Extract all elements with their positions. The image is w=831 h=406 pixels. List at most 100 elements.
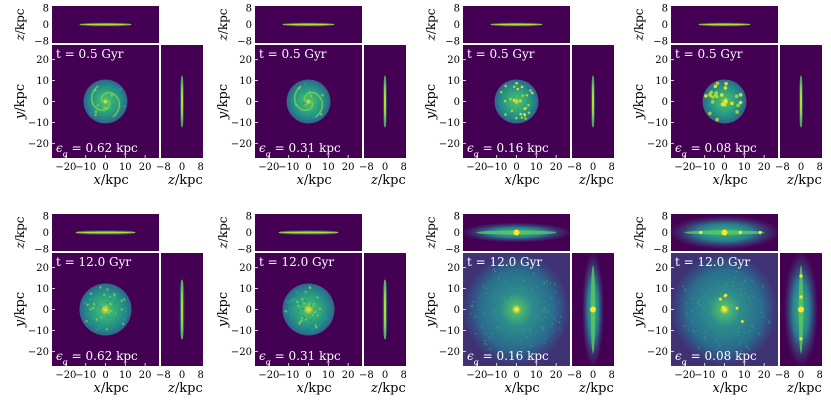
x-tick-label: −10 <box>75 162 96 173</box>
halo-speck <box>554 290 557 293</box>
halo-speck <box>708 279 711 281</box>
halo-speck <box>550 297 553 299</box>
disc-clump <box>296 300 299 304</box>
halo-speck <box>521 289 524 291</box>
softening-label: ϵg = 0.08 kpc <box>675 349 757 367</box>
halo-speck <box>536 315 539 318</box>
disc-clump <box>110 94 113 97</box>
halo-speck <box>501 350 503 352</box>
x-axis-label: x/kpc <box>297 381 332 396</box>
halo-speck <box>489 347 491 350</box>
halo-speck <box>510 296 512 299</box>
x-tick-label: 0 <box>305 162 311 173</box>
y-tick-label: 10 <box>655 284 668 295</box>
z-tick-label-h: 8 <box>608 370 614 381</box>
x-axis-label: x/kpc <box>94 381 129 396</box>
disc-clump <box>297 309 300 312</box>
x-tick-label: −20 <box>258 370 279 381</box>
disc-clump <box>106 291 109 295</box>
y-tick-label: 0 <box>43 97 49 108</box>
z-tick-label-h: 8 <box>197 370 203 381</box>
y-tick-label: 20 <box>447 55 460 66</box>
halo-speck <box>544 338 547 341</box>
halo-speck <box>494 270 496 273</box>
x-tick-label: 0 <box>513 370 519 381</box>
disc-clump <box>719 93 724 97</box>
halo-speck <box>474 315 477 318</box>
z-tick-label-h: 8 <box>816 162 822 173</box>
halo-speck <box>521 329 523 332</box>
halo-speck <box>699 303 702 306</box>
x-tick-label: 20 <box>550 162 563 173</box>
y-tick-label: −20 <box>231 139 252 150</box>
x-tick-label: 20 <box>139 370 152 381</box>
halo-speck <box>542 328 545 331</box>
x-tick-label: 20 <box>758 162 771 173</box>
disc-clump <box>515 116 518 120</box>
disc-clump <box>531 91 534 95</box>
halo-speck <box>704 330 707 333</box>
halo-speck <box>542 309 544 311</box>
disc-clump <box>318 324 321 328</box>
halo-speck <box>700 286 703 289</box>
disc-clump <box>510 109 514 113</box>
halo-speck <box>701 296 704 299</box>
disc-clump <box>724 81 728 86</box>
disc-core <box>721 98 728 105</box>
y-tick-label: 20 <box>239 263 252 274</box>
disc-clump <box>92 302 96 306</box>
edge-core-zy <box>590 306 596 313</box>
disc-clump <box>301 314 304 317</box>
disc-clump <box>84 301 88 305</box>
y-tick-label: 10 <box>36 76 49 87</box>
z-tick-label: −8 <box>34 36 49 47</box>
x-tick-label: 20 <box>550 370 563 381</box>
y-axis-label: y/kpc <box>424 84 439 120</box>
disc-clump <box>284 310 287 313</box>
x-tick-label: 20 <box>139 162 152 173</box>
disc-clump <box>298 293 301 296</box>
halo-speck <box>500 296 503 298</box>
halo-speck <box>751 279 754 282</box>
halo-speck <box>530 344 532 347</box>
y-tick-label: −20 <box>28 347 49 358</box>
z-tick-label: 0 <box>662 20 668 31</box>
y-tick-label: 10 <box>447 76 460 87</box>
halo-speck <box>543 342 546 344</box>
halo-speck <box>513 277 516 280</box>
z-tick-label: 8 <box>246 212 252 223</box>
disc-clump <box>723 86 728 90</box>
x-tick-label: 10 <box>119 370 132 381</box>
y-axis-label: y/kpc <box>424 292 439 328</box>
halo-speck <box>545 280 548 282</box>
halo-speck <box>491 332 493 335</box>
disc-clump <box>286 310 289 313</box>
y-tick-label: 0 <box>246 97 252 108</box>
disc-clump <box>123 298 126 301</box>
x-tick-label: 0 <box>513 162 519 173</box>
z-tick-label: 0 <box>246 228 252 239</box>
halo-speck <box>522 328 525 331</box>
halo-speck <box>760 311 763 314</box>
disc-clump <box>102 323 105 326</box>
disc-clump <box>713 84 718 89</box>
x-tick-label: 20 <box>758 370 771 381</box>
halo-speck <box>685 312 688 315</box>
disc-clump <box>516 87 520 91</box>
halo-speck <box>691 310 694 313</box>
halo-speck <box>472 300 475 303</box>
halo-speck <box>544 307 546 309</box>
x-tick-label: 0 <box>721 162 727 173</box>
halo-speck <box>493 295 496 298</box>
z-tick-label-h: 8 <box>400 162 406 173</box>
disc-clump <box>89 111 92 115</box>
disc-clump <box>303 82 307 85</box>
halo-speck <box>559 327 561 330</box>
halo-speck <box>708 314 711 316</box>
y-tick-label: 0 <box>43 305 49 316</box>
disc-edge-on-zy-core <box>592 81 594 122</box>
disc-clump <box>324 317 328 320</box>
x-tick-label: −10 <box>75 370 96 381</box>
halo-speck <box>734 317 737 320</box>
halo-speck <box>505 300 508 303</box>
